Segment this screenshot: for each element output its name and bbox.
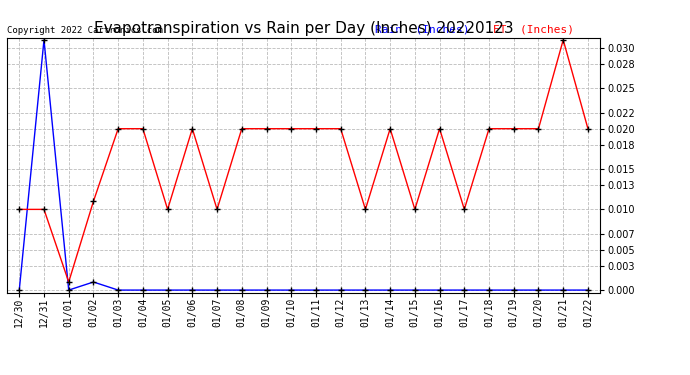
Text: Rain  (Inches): Rain (Inches) [375, 25, 469, 35]
Text: ET  (Inches): ET (Inches) [493, 25, 575, 35]
Title: Evapotranspiration vs Rain per Day (Inches) 20220123: Evapotranspiration vs Rain per Day (Inch… [94, 21, 513, 36]
Text: Copyright 2022 Cartronics.com: Copyright 2022 Cartronics.com [7, 26, 163, 35]
